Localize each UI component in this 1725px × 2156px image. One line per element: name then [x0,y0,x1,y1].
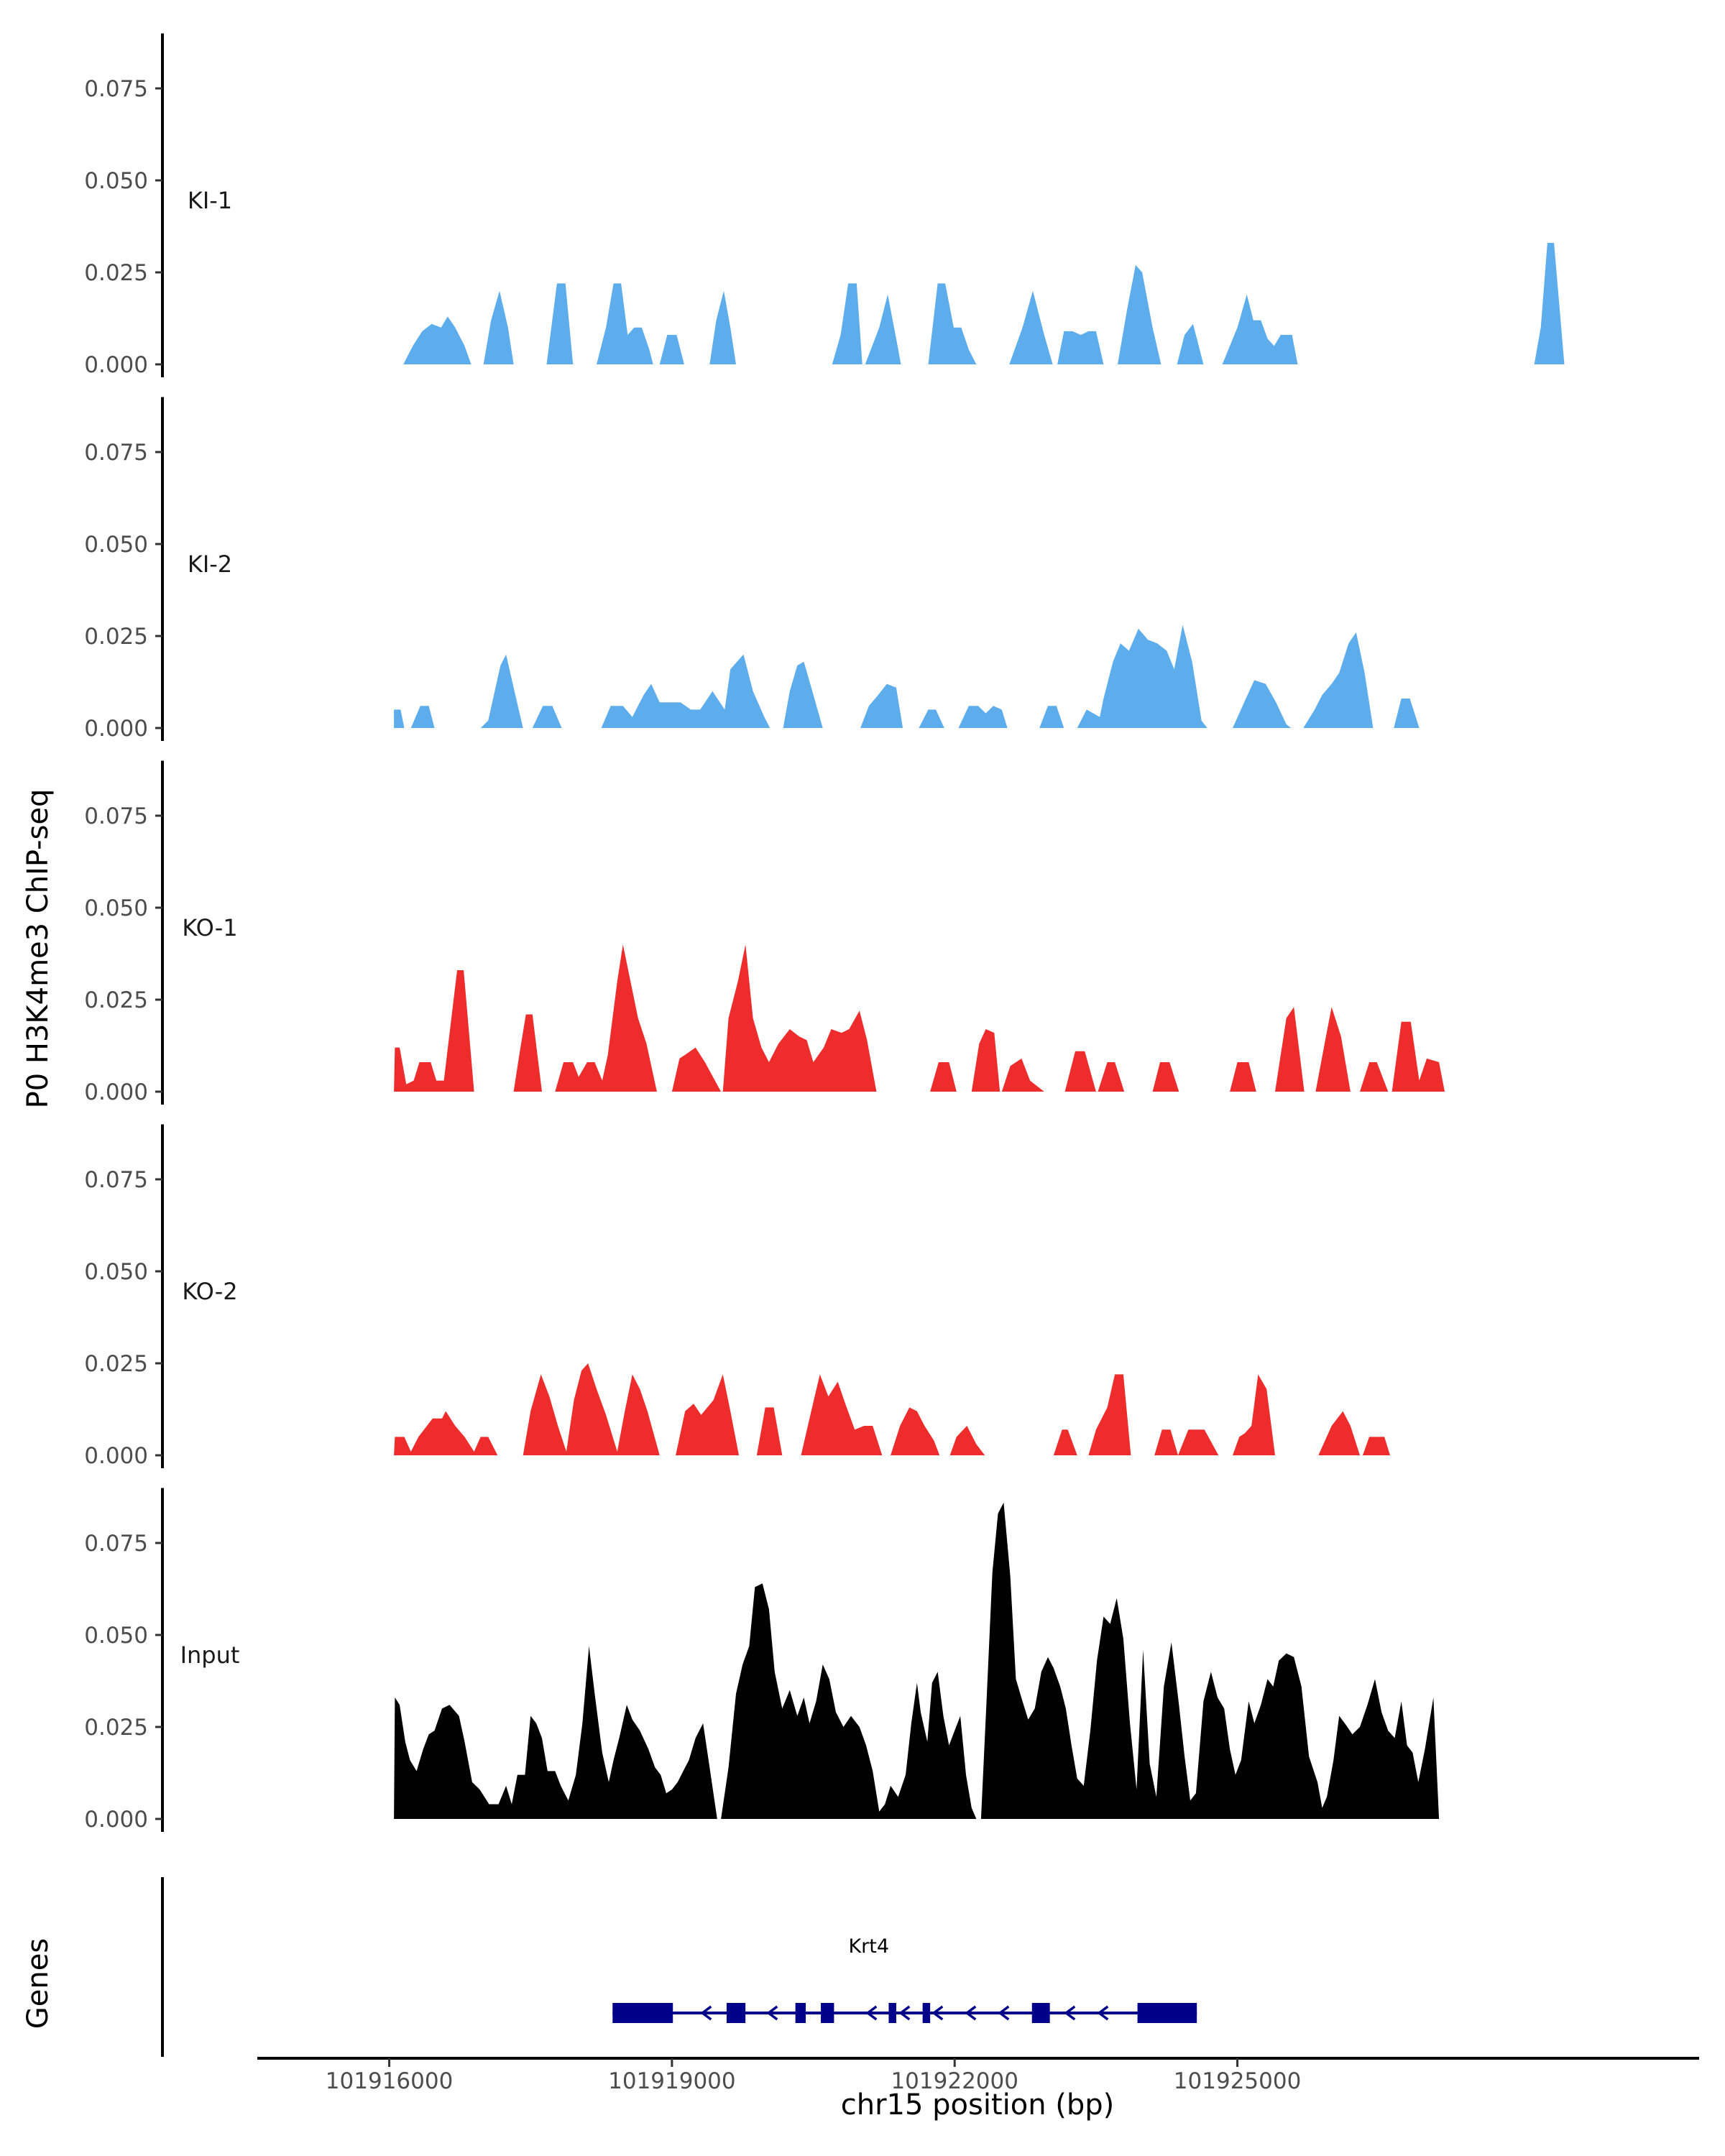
y-tick-label: 0.000 [84,1079,148,1105]
coverage-area [394,1502,1440,1819]
track-label: Input [180,1641,240,1669]
genes-panel: Krt4 [161,1877,1197,2057]
x-axis: 101916000 101919000 101922000 101925000 [257,2057,1699,2094]
y-tick-label: 0.000 [84,352,148,378]
strand-arrow [965,2005,977,2021]
y-tick-label: 0.050 [84,1259,148,1285]
gene-name: Krt4 [848,1935,889,1958]
track-input: 0.000 0.025 0.050 0.075 Input [84,1488,1440,1833]
y-tick-label: 0.025 [84,260,148,286]
y-tick-label: 0.000 [84,1443,148,1469]
gene-exon [821,2003,834,2023]
x-tick-label: 101916000 [326,2068,454,2094]
strand-arrows [700,2005,1109,2021]
y-tick-label: 0.025 [84,1715,148,1741]
y-tick-label: 0.075 [84,76,148,102]
y-tick-label: 0.000 [84,1807,148,1833]
x-axis-title: chr15 position (bp) [841,2088,1115,2122]
coverage-area [403,243,1565,364]
strand-arrow [998,2005,1010,2021]
coverage-area [394,944,1445,1092]
gene-exon [922,2003,931,2023]
y-tick-label: 0.025 [84,987,148,1013]
x-tick-label: 101922000 [891,2068,1018,2094]
y-tick-label: 0.025 [84,1351,148,1377]
y-tick-label: 0.000 [84,716,148,742]
y-tick-label: 0.075 [84,803,148,829]
coverage-area [394,625,1420,728]
track-ko-2: 0.000 0.025 0.050 0.075 KO-2 [84,1124,1390,1469]
genes-axis-title: Genes [22,1938,55,2029]
strand-arrow [1097,2005,1109,2021]
y-tick-label: 0.050 [84,168,148,194]
gene-exon [1031,2003,1050,2023]
track-label: KI-1 [188,187,232,214]
track-ki-2: 0.000 0.025 0.050 0.075 KI-2 [84,397,1420,742]
y-tick-label: 0.050 [84,895,148,921]
y-tick-label: 0.075 [84,1531,148,1557]
coverage-area [394,1363,1390,1455]
x-tick-label: 101919000 [608,2068,736,2094]
track-label: KO-2 [182,1278,237,1305]
y-tick-label: 0.025 [84,624,148,650]
y-tick-label: 0.050 [84,532,148,558]
gene-exon [612,2003,673,2023]
strand-arrow [766,2005,778,2021]
strand-arrow [865,2005,878,2021]
y-tick-label: 0.075 [84,1167,148,1193]
track-panels: 0.0000.0250.0500.075KI-10.0000.0250.0500… [84,33,1565,1833]
strand-arrow [700,2005,712,2021]
gene-exon [888,2003,896,2023]
y-tick-label: 0.075 [84,440,148,466]
gene-exon [795,2003,806,2023]
gene-exon [1137,2003,1197,2023]
track-ko-1: 0.000 0.025 0.050 0.075 KO-1 [84,760,1445,1105]
track-label: KI-2 [188,550,232,578]
y-axis-title: P0 H3K4me3 ChIP-seq [22,789,55,1109]
strand-arrow [932,2005,944,2021]
track-label: KO-1 [182,914,237,941]
strand-arrow [898,2005,911,2021]
y-tick-label: 0.050 [84,1623,148,1649]
x-tick-label: 101925000 [1174,2068,1302,2094]
strand-arrow [1064,2005,1076,2021]
gene-exon [726,2003,746,2023]
track-ki-1: 0.000 0.025 0.050 0.075 KI-1 [84,33,1565,378]
